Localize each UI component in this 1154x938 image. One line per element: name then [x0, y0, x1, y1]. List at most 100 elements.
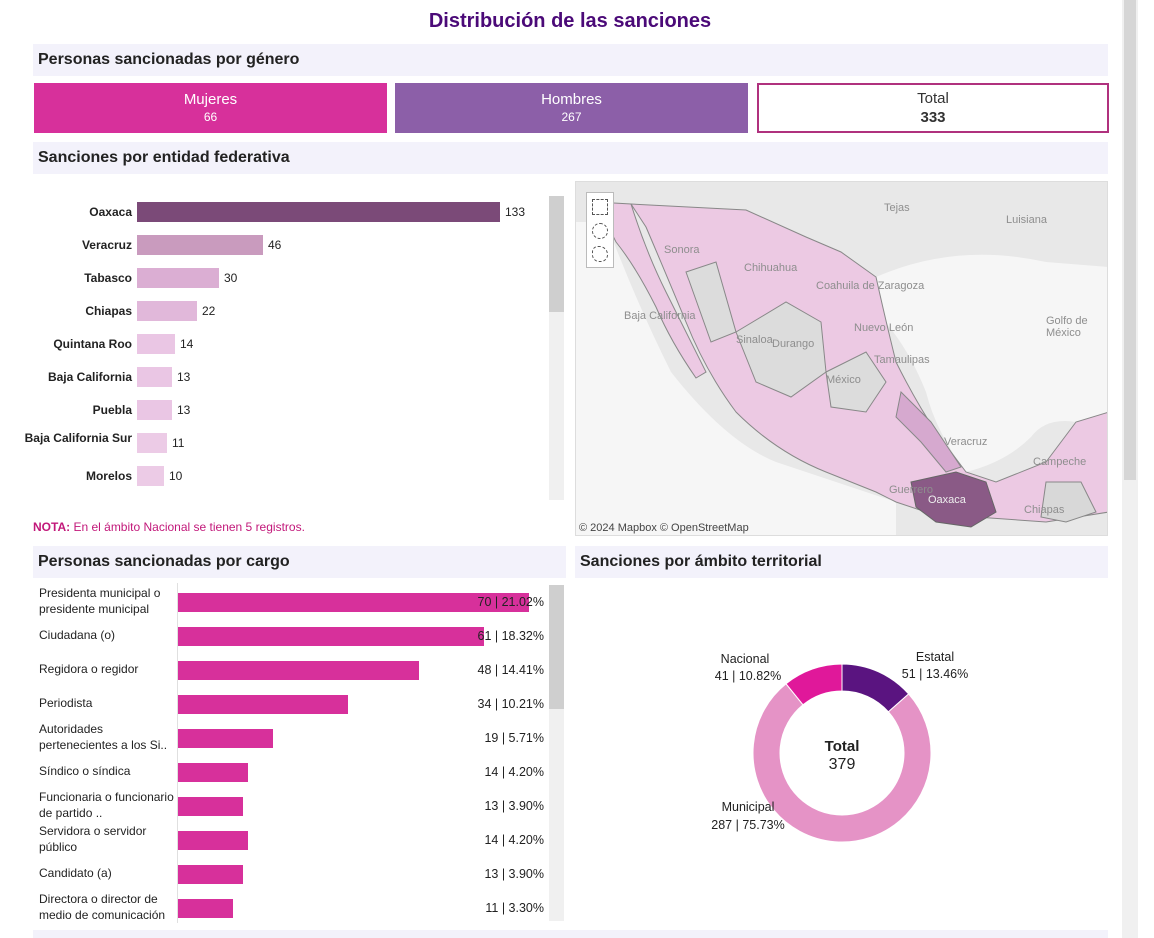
donut-total-value: 379 — [828, 756, 856, 773]
entidad-value: 11 — [172, 436, 185, 450]
cargo-bar[interactable] — [178, 763, 248, 782]
entidad-value: 133 — [505, 205, 526, 219]
cargo-bar[interactable] — [178, 593, 529, 612]
card-mujeres[interactable]: Mujeres 66 — [34, 83, 387, 133]
entidad-bar[interactable] — [137, 400, 172, 420]
cargo-value: 61 | 18.32% — [477, 629, 545, 643]
donut-svg — [752, 663, 932, 843]
entidad-value: 13 — [177, 370, 191, 384]
entidad-label: Baja California Sur — [24, 431, 132, 445]
cargo-value: 13 | 3.90% — [484, 867, 544, 881]
cargo-value: 14 | 4.20% — [484, 833, 544, 847]
donut-label-estatal-name: Estatal — [915, 650, 955, 664]
card-hombres-label: Hombres — [541, 91, 602, 108]
cargo-bar[interactable] — [178, 831, 248, 850]
map-place-label: Coahuila de Zaragoza — [816, 280, 925, 292]
cargo-scrollbar-thumb[interactable] — [549, 585, 564, 709]
donut-total-label: Total — [824, 738, 860, 755]
map-place-label: Tamaulipas — [874, 354, 930, 366]
page-scrollbar-thumb[interactable] — [1124, 0, 1136, 480]
page-title: Distribución de las sanciones — [428, 10, 712, 32]
entidad-label: Puebla — [92, 403, 132, 417]
cargo-bar[interactable] — [178, 661, 419, 680]
entidad-label: Chiapas — [85, 304, 132, 318]
entidad-bar[interactable] — [137, 466, 164, 486]
sanciones-map[interactable]: Tejas Luisiana Sonora Chihuahua Coahuila de … — [575, 181, 1108, 536]
entidad-value: 46 — [268, 238, 282, 252]
cargo-bar-chart: Presidenta municipal o presidente munici… — [33, 583, 545, 923]
entidad-value: 13 — [177, 403, 191, 417]
map-place-label: Nuevo León — [854, 322, 914, 334]
map-toolbar — [586, 192, 614, 268]
cargo-bar[interactable] — [178, 729, 273, 748]
cargo-label: Directora o director de medio de comunic… — [39, 892, 166, 922]
entidad-label: Baja California — [47, 370, 132, 384]
note-text: En el ámbito Nacional se tienen 5 regist… — [73, 520, 305, 534]
entidad-value: 30 — [224, 271, 238, 285]
cargo-label: Funcionaria o funcionario de partido .. — [39, 790, 174, 820]
cargo-label: Presidenta municipal o presidente munici… — [39, 586, 161, 616]
ambito-donut-chart: Total 379 Estatal 51 | 13.46% Nacional 4… — [575, 583, 1108, 923]
section-cargo-heading: Personas sancionadas por cargo — [33, 546, 566, 578]
note-bold: NOTA: — [33, 520, 71, 534]
cargo-label: Síndico o síndica — [39, 764, 131, 778]
donut-slice-nacional[interactable] — [785, 663, 843, 706]
map-place-label: Baja California — [624, 310, 696, 322]
donut-label-municipal-name: Municipal — [721, 800, 775, 814]
card-total[interactable]: Total 333 — [757, 83, 1109, 133]
cargo-value: 70 | 21.02% — [477, 595, 545, 609]
entidad-bar[interactable] — [137, 235, 263, 255]
section-entidad-heading: Sanciones por entidad federativa — [33, 142, 1108, 174]
donut-slice-municipal[interactable] — [752, 683, 932, 843]
map-place-label: Golfo de México — [1046, 315, 1088, 339]
cargo-bar[interactable] — [178, 899, 233, 918]
cargo-bar[interactable] — [178, 865, 243, 884]
entidad-value: 10 — [169, 469, 183, 483]
map-place-label: Oaxaca — [928, 494, 966, 506]
cargo-value: 13 | 3.90% — [484, 799, 544, 813]
map-place-label: Chihuahua — [744, 262, 798, 274]
cargo-bar[interactable] — [178, 797, 243, 816]
map-place-label: Campeche — [1033, 456, 1087, 468]
entidad-label: Tabasco — [84, 271, 132, 285]
map-place-label: Veracruz — [944, 436, 988, 448]
entidad-label: Morelos — [85, 469, 132, 483]
cargo-bar[interactable] — [178, 695, 348, 714]
cargo-value: 19 | 5.71% — [484, 731, 544, 745]
cargo-axis-line — [177, 583, 178, 923]
card-mujeres-value: 66 — [203, 110, 218, 124]
card-mujeres-label: Mujeres — [183, 91, 238, 108]
cargo-label: Candidato (a) — [39, 866, 112, 880]
page-scrollbar[interactable] — [1122, 0, 1138, 938]
entidad-bar[interactable] — [137, 367, 172, 387]
entidad-bar[interactable] — [137, 268, 219, 288]
map-place-label: Tejas — [884, 202, 910, 214]
map-place-label: México — [826, 374, 861, 386]
cargo-value: 34 | 10.21% — [477, 697, 545, 711]
map-place-label: Guerrero — [889, 484, 934, 496]
card-hombres-value: 267 — [561, 110, 582, 124]
map-attribution[interactable]: © 2024 Mapbox © OpenStreetMap — [579, 522, 749, 534]
cargo-scrollbar[interactable] — [549, 585, 564, 921]
card-hombres[interactable]: Hombres 267 — [395, 83, 748, 133]
donut-label-nacional-value: 41 | 10.82% — [714, 669, 782, 683]
cargo-value: 11 | 3.30% — [485, 901, 544, 915]
entidad-bar[interactable] — [137, 301, 197, 321]
entidad-scrollbar-thumb[interactable] — [549, 196, 564, 312]
entidad-label: Veracruz — [81, 238, 132, 252]
entidad-bar[interactable] — [137, 334, 175, 354]
radial-select-icon[interactable] — [592, 223, 608, 239]
donut-label-nacional-name: Nacional — [720, 652, 770, 666]
rect-select-icon[interactable] — [592, 199, 608, 215]
entidad-value: 22 — [202, 304, 216, 318]
cargo-label: Servidora o servidor público — [39, 824, 147, 854]
entidad-bar[interactable] — [137, 433, 167, 453]
cargo-label: Autoridades pertenecientes a los Si.. — [39, 722, 168, 752]
entidad-bar[interactable] — [137, 202, 500, 222]
map-place-label: Durango — [772, 338, 815, 350]
cargo-bar[interactable] — [178, 627, 484, 646]
lasso-select-icon[interactable] — [592, 246, 608, 262]
entidad-scrollbar[interactable] — [549, 196, 564, 500]
card-total-value: 333 — [920, 109, 946, 126]
cargo-label: Ciudadana (o) — [39, 628, 116, 642]
